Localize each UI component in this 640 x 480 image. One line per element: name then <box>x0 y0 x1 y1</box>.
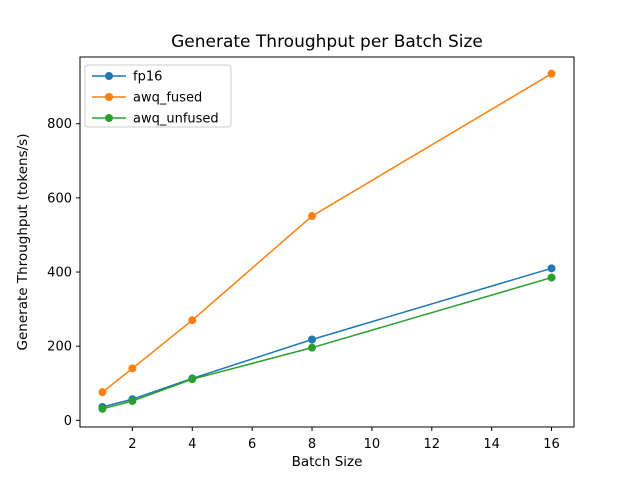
series-line-awq_unfused <box>102 276 552 410</box>
series-marker-awq_fused <box>98 388 107 397</box>
series-marker-awq_fused <box>128 364 137 373</box>
y-tick-label: 600 <box>47 191 72 206</box>
y-tick-label: 400 <box>47 266 72 281</box>
series-marker-awq_fused <box>308 212 317 221</box>
series-marker-fp16 <box>547 264 556 273</box>
series-marker-awq_unfused <box>188 375 197 384</box>
legend-swatch-marker-awq_fused <box>105 93 113 101</box>
series-marker-awq_unfused <box>308 343 317 352</box>
legend: fp16 awq_fused awq_unfused <box>84 64 232 128</box>
legend-item: awq_unfused <box>92 112 219 127</box>
x-tick-label: 2 <box>128 437 136 452</box>
series-marker-awq_unfused <box>128 397 137 406</box>
x-tick-label: 16 <box>543 437 560 452</box>
x-tick-label: 4 <box>188 437 196 452</box>
legend-label-fp16: fp16 <box>133 70 162 85</box>
x-tick-label: 6 <box>248 437 256 452</box>
x-tick-label: 14 <box>483 437 500 452</box>
series-marker-fp16 <box>308 335 317 344</box>
plot-border <box>79 56 575 428</box>
legend-item: fp16 <box>92 70 162 85</box>
legend-label-awq_unfused: awq_unfused <box>133 112 219 127</box>
x-tick-label: 12 <box>424 437 441 452</box>
plot-area: 2 4 6 8 10 12 14 16 0 200 400 600 800 <box>47 56 575 452</box>
y-tick-label: 800 <box>47 117 72 132</box>
legend-box <box>84 64 232 128</box>
x-axis-label: Batch Size <box>292 454 363 470</box>
legend-label-awq_fused: awq_fused <box>133 91 202 106</box>
y-tick-label: 200 <box>47 340 72 355</box>
y-tick-label: 0 <box>64 414 72 429</box>
series-marker-awq_fused <box>547 69 556 78</box>
chart-title: Generate Throughput per Batch Size <box>171 32 483 52</box>
series-marker-awq_fused <box>188 316 197 325</box>
x-tick-label: 10 <box>364 437 381 452</box>
y-axis-label: Generate Throughput (tokens/s) <box>15 134 31 351</box>
x-tick-label: 8 <box>308 437 316 452</box>
legend-item: awq_fused <box>92 91 202 106</box>
series-marker-awq_unfused <box>547 273 556 282</box>
legend-swatch-marker-fp16 <box>105 72 113 80</box>
legend-swatch-marker-awq_unfused <box>105 114 113 122</box>
series-marker-awq_unfused <box>98 404 107 413</box>
